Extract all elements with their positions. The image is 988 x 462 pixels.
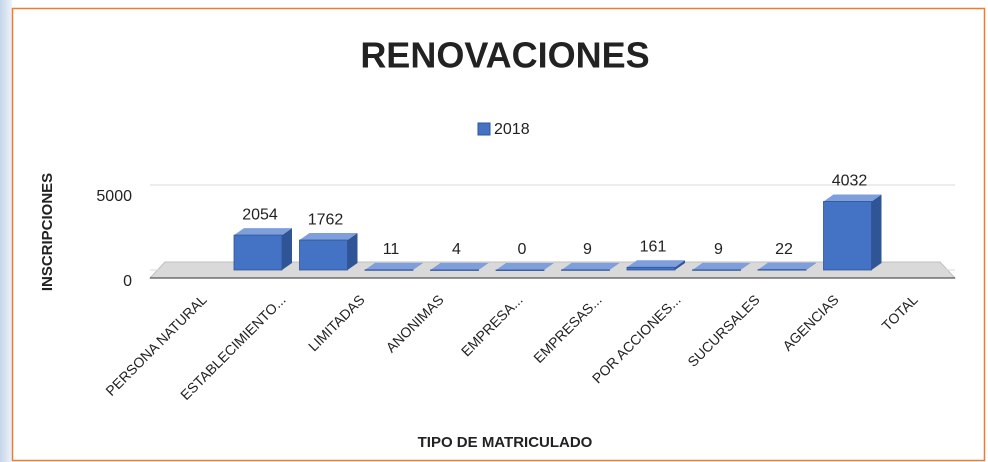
bar-top xyxy=(430,262,489,270)
data-label: 11 xyxy=(383,241,400,258)
bar-top xyxy=(627,260,685,268)
bar-top xyxy=(234,228,292,236)
data-label: 9 xyxy=(583,241,592,258)
bar xyxy=(299,239,348,271)
bar-top xyxy=(823,194,882,202)
bar-side xyxy=(478,262,489,270)
y-tick-label: 5000 xyxy=(96,188,132,205)
bar xyxy=(561,269,610,271)
bar-side xyxy=(609,262,620,270)
data-label: 4032 xyxy=(832,173,868,190)
bar-side xyxy=(282,228,292,270)
bar xyxy=(692,269,741,271)
y-axis-label: INSCRIPCIONES xyxy=(39,173,56,291)
x-axis-label: TIPO DE MATRICULADO xyxy=(418,434,593,451)
data-label: 4 xyxy=(452,241,461,258)
frame xyxy=(11,7,986,462)
bar-side xyxy=(675,260,685,270)
data-label: 161 xyxy=(640,238,667,255)
bar xyxy=(495,269,545,271)
data-label: 0 xyxy=(518,241,527,258)
bar-top xyxy=(561,262,620,270)
bar xyxy=(626,266,676,271)
bar xyxy=(430,269,479,271)
bar-side xyxy=(806,262,816,270)
bar-side xyxy=(740,262,751,270)
chart-title: RENOVACIONES xyxy=(360,35,649,76)
bar xyxy=(823,201,872,271)
side-strip xyxy=(0,0,12,462)
bar-top xyxy=(692,262,751,270)
bar-side xyxy=(413,262,423,270)
bar-side xyxy=(347,233,358,270)
bar-top xyxy=(299,233,358,241)
data-label: 1762 xyxy=(308,211,344,228)
bar-top xyxy=(496,263,554,270)
bar xyxy=(757,269,807,271)
bar xyxy=(233,234,283,271)
bar-side xyxy=(871,194,882,270)
data-label: 22 xyxy=(775,241,793,258)
bar-top xyxy=(365,262,423,270)
data-label: 9 xyxy=(714,241,723,258)
legend-label: 2018 xyxy=(494,121,530,138)
bar xyxy=(364,269,414,271)
legend-swatch xyxy=(477,122,491,136)
y-tick-label: 0 xyxy=(123,273,132,290)
data-label: 2054 xyxy=(242,206,278,223)
bar-top xyxy=(758,262,816,270)
